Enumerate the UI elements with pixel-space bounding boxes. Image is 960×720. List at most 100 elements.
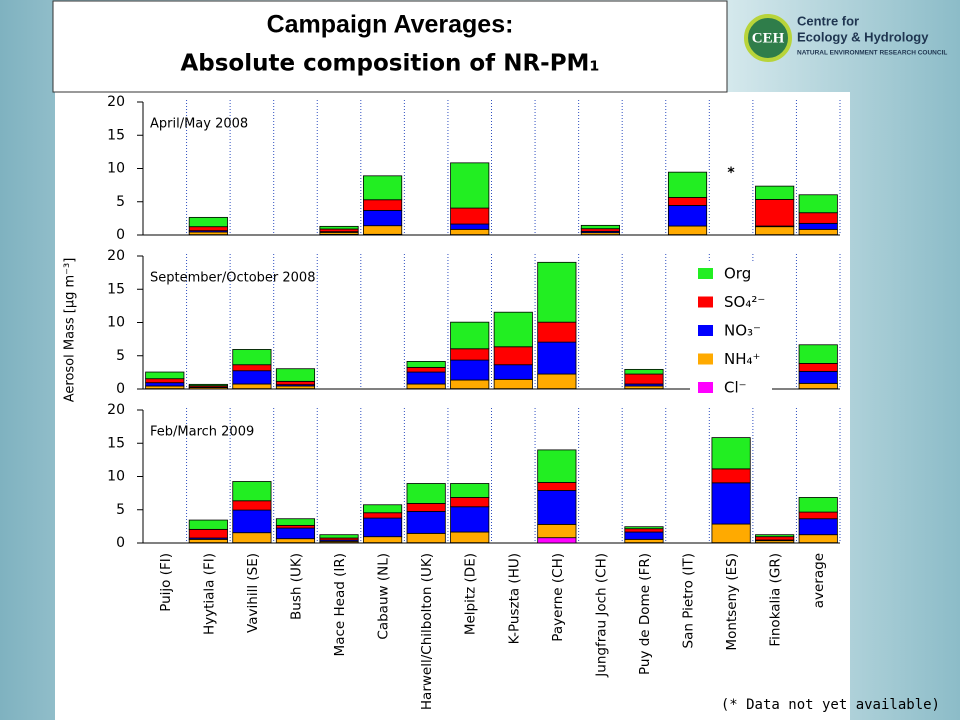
bar-segment [188, 226, 228, 232]
bar-segment [450, 379, 490, 390]
bar-segment [145, 382, 185, 387]
x-tick-label: Finokalia (GR) [768, 553, 784, 647]
x-tick-label: Puijo (FI) [158, 553, 174, 612]
bar-segment [450, 228, 490, 236]
y-tick-label: 5 [116, 502, 125, 518]
footnote: (* Data not yet available) [721, 697, 940, 713]
bar-segment [406, 532, 446, 544]
y-tick-label: 0 [116, 227, 125, 243]
legend-swatch [698, 353, 713, 365]
bar-segment [232, 370, 272, 385]
bar-segment [711, 468, 751, 484]
bar-segment [188, 383, 228, 387]
bar-segment [406, 366, 446, 373]
y-tick-label: 15 [107, 435, 125, 451]
bar-segment [406, 361, 446, 368]
legend-swatch [698, 325, 713, 336]
bar-segment [275, 380, 316, 386]
bar-segment [711, 523, 751, 544]
bar-segment [624, 373, 664, 385]
y-tick-label: 10 [107, 315, 125, 331]
legend-swatch [698, 268, 713, 279]
bar-segment [537, 523, 577, 539]
bar-segment [450, 207, 490, 225]
bar-segment [755, 226, 795, 236]
bar-segment [755, 199, 795, 227]
bar-segment [537, 490, 577, 525]
legend-label: NH₄⁺ [724, 350, 760, 368]
bar-segment [363, 175, 403, 201]
bar-segment [755, 185, 795, 200]
y-tick-label: 20 [107, 248, 125, 264]
bar-segment [537, 321, 577, 343]
bar-segment [188, 216, 228, 228]
y-tick-label: 15 [107, 127, 125, 143]
legend-swatch [698, 296, 713, 308]
bar-segment [275, 527, 316, 540]
bar-segment [798, 534, 838, 544]
x-tick-label: average [811, 553, 827, 608]
x-tick-label: San Pietro (IT) [681, 553, 697, 648]
bar-segment [232, 532, 272, 544]
bar-segment [232, 364, 272, 372]
bar-segment [406, 483, 446, 504]
y-axis-label: Aerosol Mass [μg m⁻³] [63, 258, 78, 403]
bar-segment [450, 162, 490, 209]
bar-segment [493, 378, 533, 390]
y-tick-label: 10 [107, 469, 125, 485]
bar-segment [493, 346, 533, 366]
bar-segment [493, 311, 533, 348]
bar-segment [798, 344, 838, 364]
bar-segment [406, 511, 446, 534]
bar-segment [755, 534, 795, 538]
bar-segment [319, 225, 359, 230]
logo-mark: CEH [752, 30, 785, 46]
bar-segment [145, 378, 185, 384]
title-box [52, 0, 728, 93]
logo-text: Centre for [797, 13, 859, 28]
bar-segment [232, 349, 272, 366]
bar-segment [537, 261, 577, 323]
bar-segment [755, 536, 795, 541]
bar-segment [798, 497, 838, 513]
bar-segment [537, 482, 577, 491]
logo-text: Ecology & Hydrology [797, 29, 929, 44]
y-tick-label: 20 [107, 402, 125, 418]
panel-label: Feb/March 2009 [150, 425, 254, 440]
bar-segment [624, 526, 664, 530]
x-tick-label: Montseny (ES) [724, 553, 740, 651]
y-tick-label: 20 [107, 94, 125, 110]
logo-subtext: NATURAL ENVIRONMENT RESEARCH COUNCIL [797, 50, 947, 57]
x-tick-label: Payerne (CH) [550, 553, 566, 642]
bar-segment [232, 383, 272, 390]
bar-segment [363, 199, 403, 211]
x-tick-label: Mace Head (IR) [332, 553, 348, 656]
bar-segment [275, 518, 316, 526]
legend-label: NO₃⁻ [724, 322, 761, 340]
y-tick-label: 5 [116, 194, 125, 210]
bar-segment [798, 370, 838, 384]
bar-segment [450, 359, 490, 381]
bar-segment [624, 368, 664, 375]
y-tick-label: 10 [107, 161, 125, 177]
bar-segment [667, 225, 708, 236]
bar-segment [798, 518, 838, 536]
bar-segment [624, 528, 664, 533]
bar-segment [667, 171, 708, 198]
bar-segment [145, 371, 185, 380]
x-tick-label: Melpitz (DE) [463, 553, 479, 635]
legend-label: Org [724, 265, 751, 283]
bar-segment [580, 224, 620, 230]
legend-swatch [698, 382, 713, 393]
bar-segment [406, 371, 446, 385]
chart-subtitle: Absolute composition of NR-PM₁ [180, 51, 599, 77]
bar-segment [232, 500, 272, 511]
x-tick-label: Jungfrau Joch (CH) [593, 553, 609, 678]
logo-circle [744, 14, 792, 62]
bar-segment [537, 449, 577, 483]
bar-segment [188, 528, 228, 539]
x-tick-label: Hyytiala (FI) [201, 553, 217, 635]
x-tick-label: Cabauw (NL) [376, 553, 392, 640]
bar-segment [711, 482, 751, 525]
bar-segment [624, 531, 664, 540]
